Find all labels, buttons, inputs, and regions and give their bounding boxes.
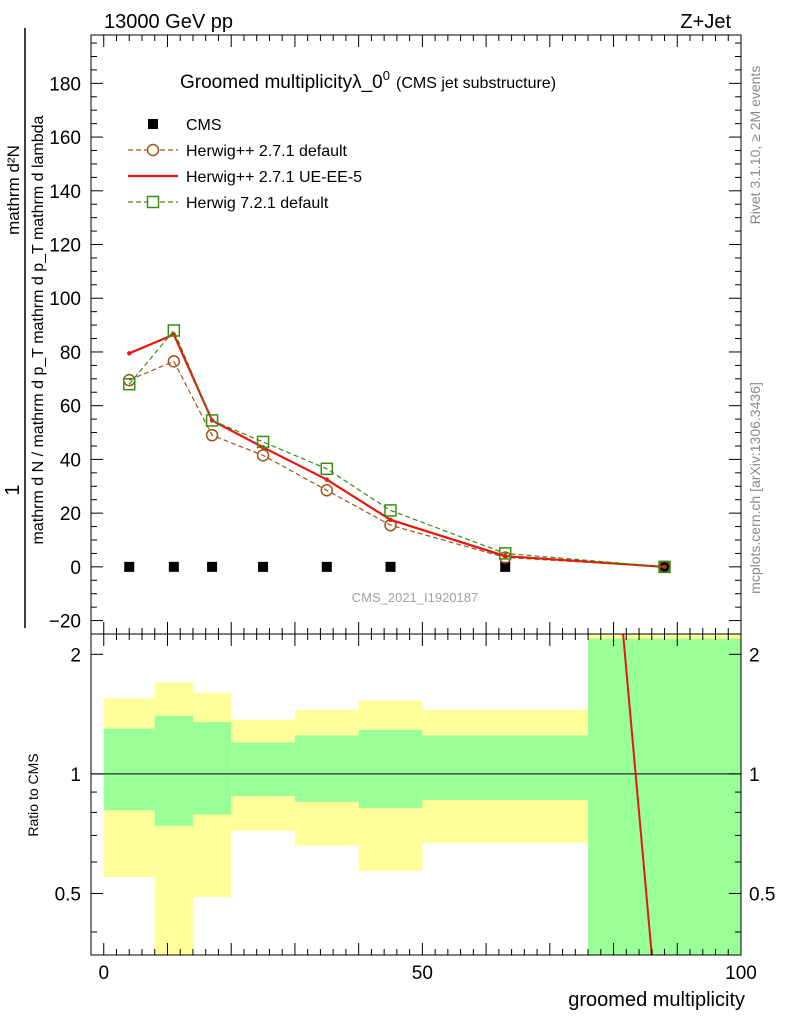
main-plot: −20 0 20 40 60 80 100 120 140 160 180 Groomed mult… bbox=[2, 28, 742, 635]
series-line-herwig7-default bbox=[128, 329, 665, 568]
data-point-cms bbox=[124, 561, 135, 572]
y-tick-label: 140 bbox=[49, 182, 81, 203]
y-tick-label: 120 bbox=[49, 236, 81, 257]
ratio-y-tick-label: 1 bbox=[70, 765, 81, 786]
y-tick-label: 60 bbox=[60, 397, 81, 418]
data-point-cms bbox=[258, 561, 269, 572]
series-line-herwigpp-ueee5 bbox=[128, 333, 665, 568]
analysis-watermark: CMS_2021_I1920187 bbox=[352, 590, 479, 605]
x-tick-label: 0 bbox=[98, 963, 109, 984]
y-tick-label: 40 bbox=[60, 450, 81, 471]
data-point-herwigpp-default bbox=[256, 449, 270, 462]
ratio-band-inner bbox=[588, 638, 741, 955]
data-point-cms bbox=[321, 561, 332, 572]
ratio-y-tick-label-right: 0.5 bbox=[749, 884, 775, 905]
y-tick-label: 0 bbox=[70, 558, 81, 579]
data-point-herwig7-default bbox=[122, 377, 136, 391]
legend-marker-cms bbox=[148, 119, 158, 129]
ratio-y-tick-label-right: 2 bbox=[749, 645, 760, 666]
ratio-ylabel: Ratio to CMS bbox=[25, 753, 41, 836]
ratio-y-tick-label-right: 1 bbox=[749, 765, 760, 786]
data-point-herwigpp-ueee5 bbox=[503, 553, 508, 559]
data-point-cms bbox=[385, 561, 396, 572]
y-tick-label: 160 bbox=[49, 128, 81, 149]
data-point-herwig7-default bbox=[167, 324, 181, 337]
ylabel-denominator: mathrm d N / mathrm d p_T mathrm d p_T m… bbox=[30, 115, 47, 544]
plot-title-suffix: (CMS jet substructure) bbox=[396, 75, 556, 92]
ratio-axes: 0.5 0.5 1 1 2 2 0 50 100 bbox=[55, 633, 775, 984]
ratio-band-inner bbox=[422, 735, 589, 800]
y-tick-label: 180 bbox=[49, 74, 81, 95]
data-point-herwig7-default bbox=[256, 435, 270, 449]
x-axis-label: groomed multiplicity bbox=[568, 989, 745, 1011]
data-point-herwig7-default bbox=[320, 462, 334, 476]
legend-label: Herwig 7.2.1 default bbox=[186, 195, 329, 212]
ratio-band-inner bbox=[103, 728, 155, 811]
plot-title-main: Groomed multiplicityλ_0 bbox=[180, 72, 383, 93]
data-point-herwigpp-default bbox=[167, 355, 181, 368]
legend-label: Herwig++ 2.7.1 default bbox=[186, 143, 348, 160]
legend-label: Herwig++ 2.7.1 UE-EE-5 bbox=[186, 169, 362, 186]
plot-title: Groomed multiplicityλ_00 (CMS jet substru… bbox=[180, 68, 556, 93]
data-point-herwigpp-ueee5 bbox=[324, 477, 329, 482]
rivet-label: Rivet 3.1.10, ≥ 2M events bbox=[747, 66, 763, 225]
ratio-band-inner bbox=[192, 722, 232, 815]
data-point-herwig7-default bbox=[498, 547, 512, 560]
ratio-band-inner bbox=[294, 735, 359, 802]
plot-title-sup: 0 bbox=[383, 68, 390, 83]
ratio-plot: 0.5 0.5 1 1 2 2 0 50 100 Ratio to CMS groomed mu… bbox=[25, 633, 775, 1011]
data-point-cms bbox=[168, 561, 179, 572]
ratio-y-tick-label: 2 bbox=[70, 645, 81, 666]
data-point-herwigpp-default bbox=[320, 484, 334, 497]
legend: CMS Herwig++ 2.7.1 default Herwig++ 2.7.1 … bbox=[128, 117, 362, 212]
ratio-band-inner bbox=[231, 742, 295, 796]
x-tick-label: 50 bbox=[412, 963, 433, 984]
ratio-band-inner bbox=[154, 715, 193, 826]
y-tick-label: 100 bbox=[49, 289, 81, 310]
y-tick-label: 20 bbox=[60, 504, 81, 525]
y-tick-label: 80 bbox=[60, 343, 81, 364]
main-ylabel: 1 mathrm d²N mathrm d N / mathrm d p_T m… bbox=[2, 28, 47, 628]
header-right: Z+Jet bbox=[680, 11, 731, 33]
y-tick-label: −20 bbox=[49, 612, 81, 633]
data-point-herwigpp-ueee5 bbox=[388, 517, 393, 523]
data-point-herwig7-default bbox=[384, 504, 397, 517]
ratio-line-herwigpp-ueee5 bbox=[622, 633, 653, 956]
data-point-cms bbox=[207, 561, 218, 572]
legend-marker-herwig7-default bbox=[146, 195, 160, 209]
ratio-frame bbox=[90, 633, 742, 956]
legend-label: CMS bbox=[186, 117, 222, 134]
ratio-data-layer bbox=[91, 633, 741, 956]
mcplots-label: mcplots.cern.ch [arXiv:1306.3436] bbox=[747, 382, 763, 594]
data-point-herwigpp-default bbox=[205, 428, 219, 442]
ylabel-numerator-prefix: 1 bbox=[2, 484, 24, 495]
main-axes: −20 0 20 40 60 80 100 120 140 160 180 bbox=[49, 34, 742, 635]
ylabel-numerator: mathrm d²N bbox=[4, 145, 23, 235]
main-data-layer bbox=[122, 324, 671, 574]
data-point-herwig7-default bbox=[205, 414, 219, 427]
ratio-band-inner bbox=[358, 729, 423, 809]
data-point-herwig7-default bbox=[658, 560, 671, 574]
x-tick-label: 100 bbox=[725, 963, 757, 984]
data-point-cms bbox=[500, 561, 511, 572]
data-point-herwigpp-ueee5 bbox=[127, 351, 132, 356]
header-left: 13000 GeV pp bbox=[104, 11, 233, 33]
legend-marker-herwigpp-default bbox=[146, 143, 160, 157]
ratio-y-tick-label: 0.5 bbox=[55, 884, 81, 905]
